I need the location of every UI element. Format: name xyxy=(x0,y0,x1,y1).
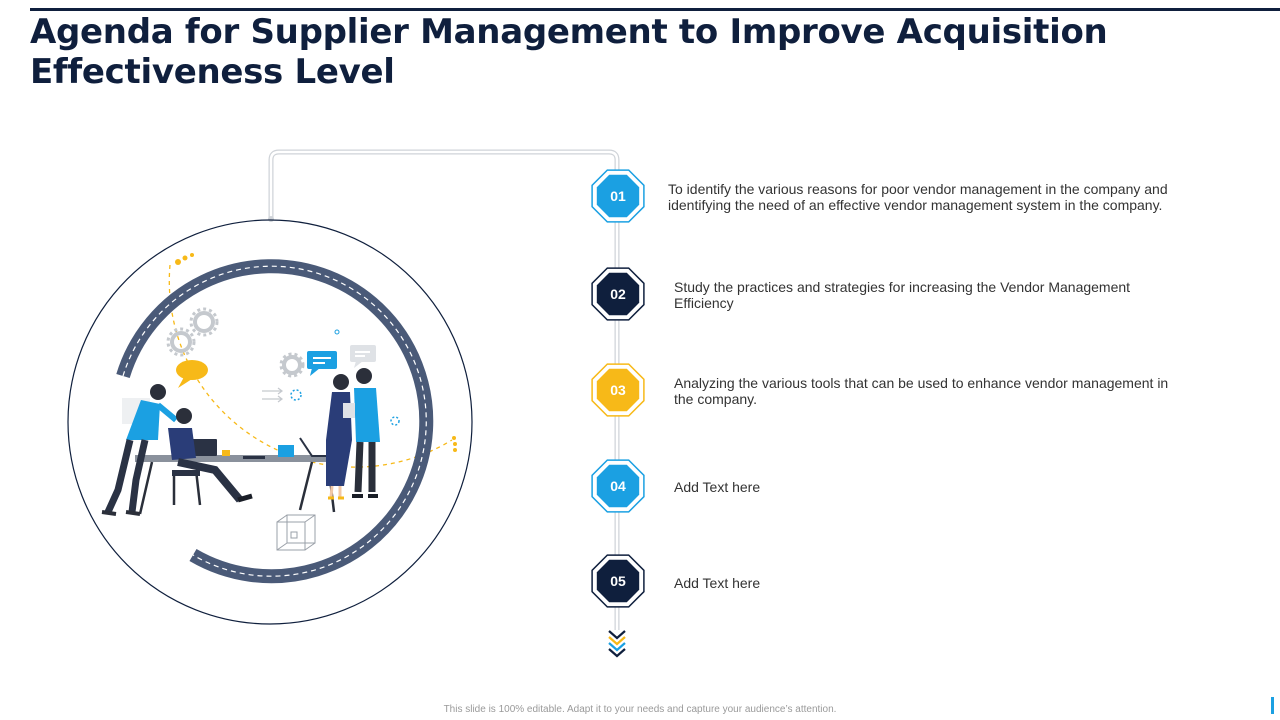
agenda-badge-02: 02 xyxy=(591,267,645,321)
agenda-badge-number: 03 xyxy=(610,382,626,398)
agenda-item-text-2: Study the practices and strategies for i… xyxy=(674,279,1131,311)
footer-note: This slide is 100% editable. Adapt it to… xyxy=(443,704,837,715)
person-woman-presenting xyxy=(326,374,352,500)
agenda-item-text-3: Analyzing the various tools that can be … xyxy=(674,375,1169,407)
page-title: Agenda for Supplier Management to Improv… xyxy=(30,12,1108,92)
corner-accent xyxy=(1271,697,1274,714)
timeline-arrows xyxy=(608,630,626,658)
laptop-icon xyxy=(187,437,338,457)
gear-icon xyxy=(170,311,302,375)
agenda-badge-05: 05 xyxy=(591,554,645,608)
agenda-badge-03: 03 xyxy=(591,363,645,417)
agenda-badge-number: 02 xyxy=(610,286,626,302)
chat-bubble-icon xyxy=(176,345,376,388)
person-woman-pointing xyxy=(101,384,178,516)
agenda-item-text-4: Add Text here xyxy=(674,479,761,495)
agenda-badge-01: 01 xyxy=(591,169,645,223)
agenda-badge-number: 05 xyxy=(610,573,626,589)
agenda-badge-number: 01 xyxy=(610,188,626,204)
agenda-badge-number: 04 xyxy=(610,478,626,494)
outer-circle xyxy=(67,219,473,625)
agenda-item-text-5: Add Text here xyxy=(674,575,761,591)
person-man-presenting xyxy=(343,368,380,498)
cube-icon xyxy=(276,514,316,551)
desk xyxy=(135,455,345,515)
person-man-seated xyxy=(168,408,253,506)
top-rule xyxy=(30,8,1280,11)
arrows-icon xyxy=(262,387,283,403)
agenda-badge-04: 04 xyxy=(591,459,645,513)
connector-line xyxy=(268,149,620,630)
agenda-item-text-1: To identify the various reasons for poor… xyxy=(668,181,1168,213)
road-ring xyxy=(116,259,434,584)
